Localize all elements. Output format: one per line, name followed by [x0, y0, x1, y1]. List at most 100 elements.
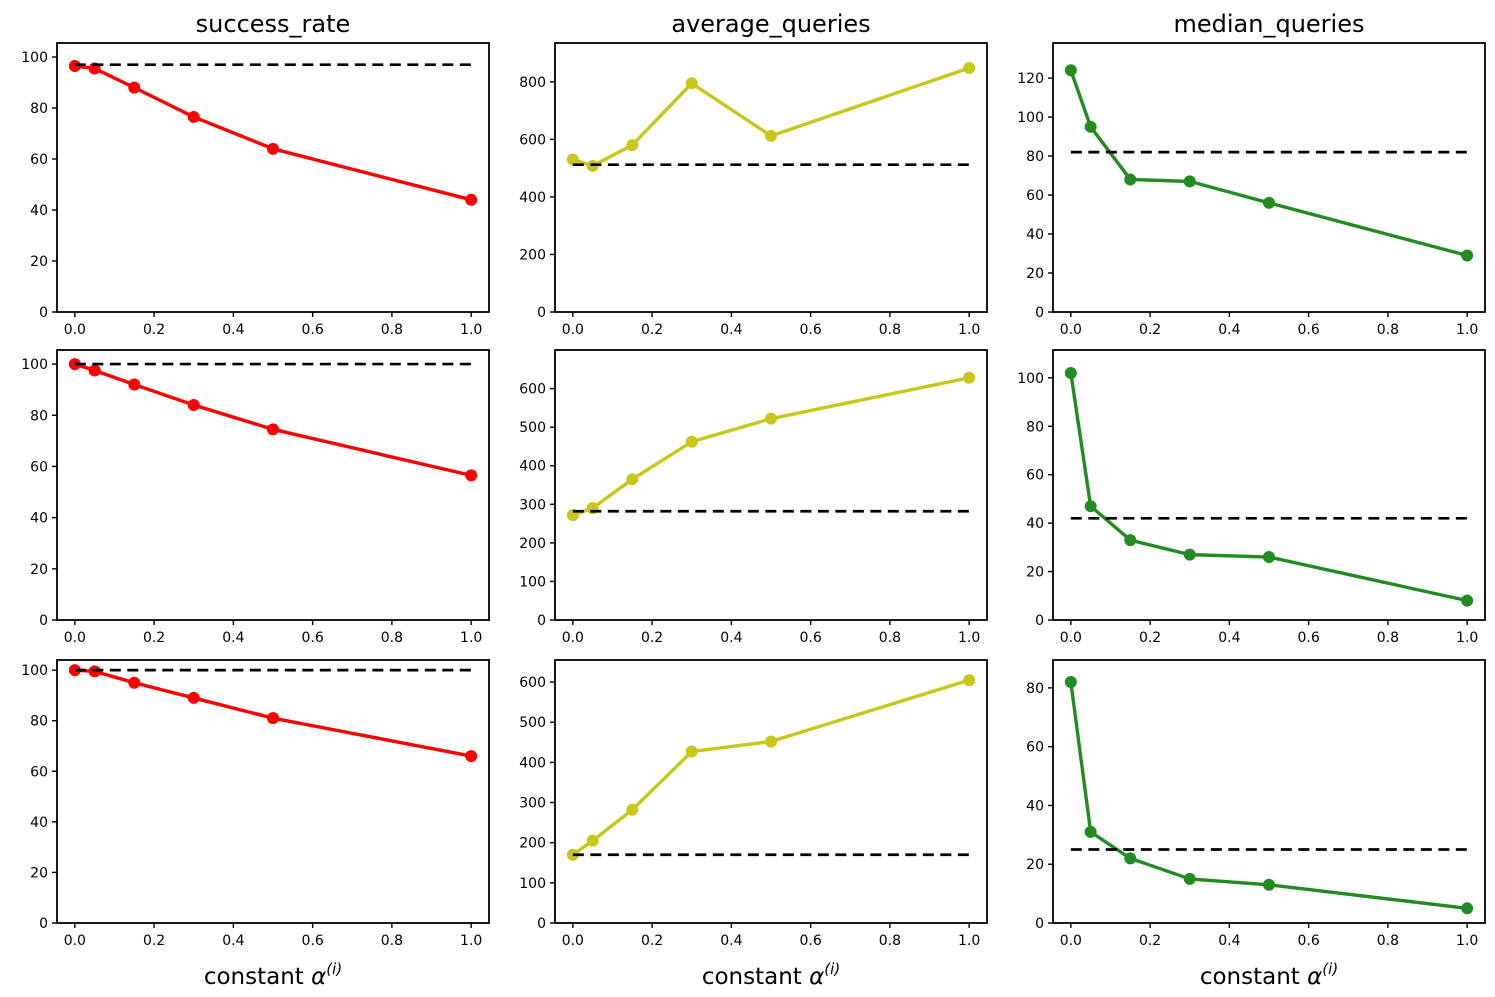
- axes-box: [554, 349, 988, 621]
- axes-box: [554, 659, 988, 924]
- x-tick-label: 0.8: [879, 322, 901, 338]
- data-point: [765, 412, 777, 425]
- plot-area: 0 20 40 60 80 100 0.0 0.2 0.4 0.6 0.8 1.0: [21, 659, 490, 949]
- x-tick-label: 0.0: [1060, 322, 1082, 338]
- y-tick-label: 100: [21, 357, 48, 373]
- y-tick-label: 20: [1026, 565, 1044, 581]
- y-tick-label: 20: [30, 865, 48, 881]
- y-tick-label: 120: [1017, 71, 1044, 87]
- data-point: [187, 110, 200, 123]
- data-point: [128, 676, 141, 689]
- y-tick-label: 100: [1017, 110, 1044, 126]
- y-tick-label: 400: [519, 190, 546, 206]
- x-tick-label: 0.0: [1060, 630, 1082, 646]
- plot-area: 0 100 200 300 400 500 600 0.0 0.2 0.4 0.6 0.8 1.0: [519, 659, 988, 949]
- data-point: [1183, 872, 1196, 885]
- data-point: [586, 834, 599, 847]
- data-point: [128, 378, 141, 391]
- data-line: [571, 66, 971, 168]
- y-tick-label: 20: [30, 562, 48, 578]
- x-tick-label: 0.6: [302, 322, 324, 338]
- subplot-row2-median-queries: 0 20 40 60 80 100 0.0 0.2 0.4 0.6 0.8 1.0: [996, 340, 1495, 650]
- y-tick-label: 60: [30, 459, 48, 475]
- x-tick-label: 1.0: [460, 933, 482, 949]
- y-tick-label: 0: [1035, 305, 1044, 321]
- x-tick-label: 0.6: [302, 933, 324, 949]
- subplot-row3-average-queries: 0 100 200 300 400 500 600 0.0 0.2 0.4 0.6 0.8 1.0 co…: [498, 650, 996, 997]
- x-tick-label: 0.0: [64, 630, 86, 646]
- x-tick-label: 1.0: [1456, 322, 1478, 338]
- x-tick-label: 0.8: [381, 630, 403, 646]
- x-tick-label: 0.2: [1139, 322, 1161, 338]
- y-tick-label: 300: [519, 796, 546, 812]
- chart-title: median_queries: [1174, 10, 1365, 38]
- x-tick-label: 0.4: [1218, 322, 1240, 338]
- y-tick-label: 0: [537, 613, 546, 629]
- x-tick-label: 0.2: [143, 322, 165, 338]
- y-tick-label: 20: [1026, 857, 1044, 873]
- data-point: [963, 371, 976, 384]
- axes-box: [554, 42, 988, 313]
- y-tick-label: 100: [1017, 371, 1044, 387]
- y-tick-label: 80: [30, 101, 48, 117]
- plot-area: 0 20 40 60 80 100 0.0 0.2 0.4 0.6 0.8 1.0: [1017, 349, 1486, 646]
- x-tick-label: 0.2: [641, 933, 663, 949]
- data-point: [1263, 551, 1275, 564]
- x-tick-label: 0.0: [562, 630, 584, 646]
- y-tick-label: 400: [519, 755, 546, 771]
- axes-box: [1052, 659, 1486, 924]
- data-point: [566, 848, 579, 861]
- subplot-row1-average-queries: average_queries 0 200 400 600 800 0.0 0.2 0.4 0.…: [498, 0, 996, 340]
- y-tick-label: 40: [30, 511, 48, 527]
- y-tick-label: 60: [1026, 740, 1044, 756]
- y-tick-label: 20: [1026, 266, 1044, 282]
- data-point: [1183, 175, 1196, 188]
- data-point: [1461, 902, 1474, 915]
- y-tick-label: 0: [39, 613, 48, 629]
- x-tick-label: 0.4: [720, 933, 742, 949]
- data-point: [765, 735, 777, 748]
- x-tick-label: 0.4: [222, 630, 244, 646]
- y-tick-label: 600: [519, 132, 546, 148]
- x-tick-label: 0.8: [879, 933, 901, 949]
- x-tick-label: 0.4: [720, 630, 742, 646]
- data-point: [1064, 64, 1077, 77]
- data-point: [267, 142, 279, 155]
- data-point: [963, 62, 976, 75]
- data-point: [1124, 173, 1137, 186]
- data-point: [626, 803, 639, 816]
- x-tick-label: 1.0: [1456, 933, 1478, 949]
- x-tick-label: 1.0: [460, 630, 482, 646]
- data-point: [88, 364, 101, 377]
- data-point: [1064, 676, 1077, 689]
- data-point: [1124, 852, 1137, 865]
- x-tick-label: 0.0: [64, 322, 86, 338]
- axes-box: [56, 659, 490, 924]
- y-tick-label: 200: [519, 836, 546, 852]
- y-tick-label: 20: [30, 254, 48, 270]
- data-point: [465, 750, 478, 763]
- y-tick-label: 100: [519, 876, 546, 892]
- plot-area: 0 100 200 300 400 500 600 0.0 0.2 0.4 0.6 0.8 1.0: [519, 349, 988, 646]
- subplot-row2-success-rate: 0 20 40 60 80 100 0.0 0.2 0.4 0.6 0.8 1.0: [0, 340, 498, 650]
- plot-area: 0 20 40 60 80 100 120 0.0 0.2 0.4 0.6 0.8 1.0: [1017, 42, 1486, 338]
- axes-box: [56, 42, 490, 313]
- x-tick-label: 0.0: [64, 933, 86, 949]
- data-line: [1069, 68, 1469, 258]
- plot-area: 0 20 40 60 80 100 0.0 0.2 0.4 0.6 0.8 1.0: [21, 42, 490, 338]
- y-tick-label: 600: [519, 382, 546, 398]
- data-point: [685, 745, 698, 758]
- data-point: [1084, 500, 1097, 513]
- data-line: [571, 678, 971, 857]
- x-tick-label: 0.4: [1218, 933, 1240, 949]
- x-tick-label: 1.0: [958, 322, 980, 338]
- data-point: [267, 712, 279, 725]
- x-tick-label: 0.6: [800, 933, 822, 949]
- y-tick-label: 60: [30, 152, 48, 168]
- y-tick-label: 200: [519, 247, 546, 263]
- data-point: [1084, 825, 1097, 838]
- x-tick-label: 0.8: [1377, 322, 1399, 338]
- y-tick-label: 40: [1026, 227, 1044, 243]
- x-axis-label: constant α(i): [1200, 960, 1338, 990]
